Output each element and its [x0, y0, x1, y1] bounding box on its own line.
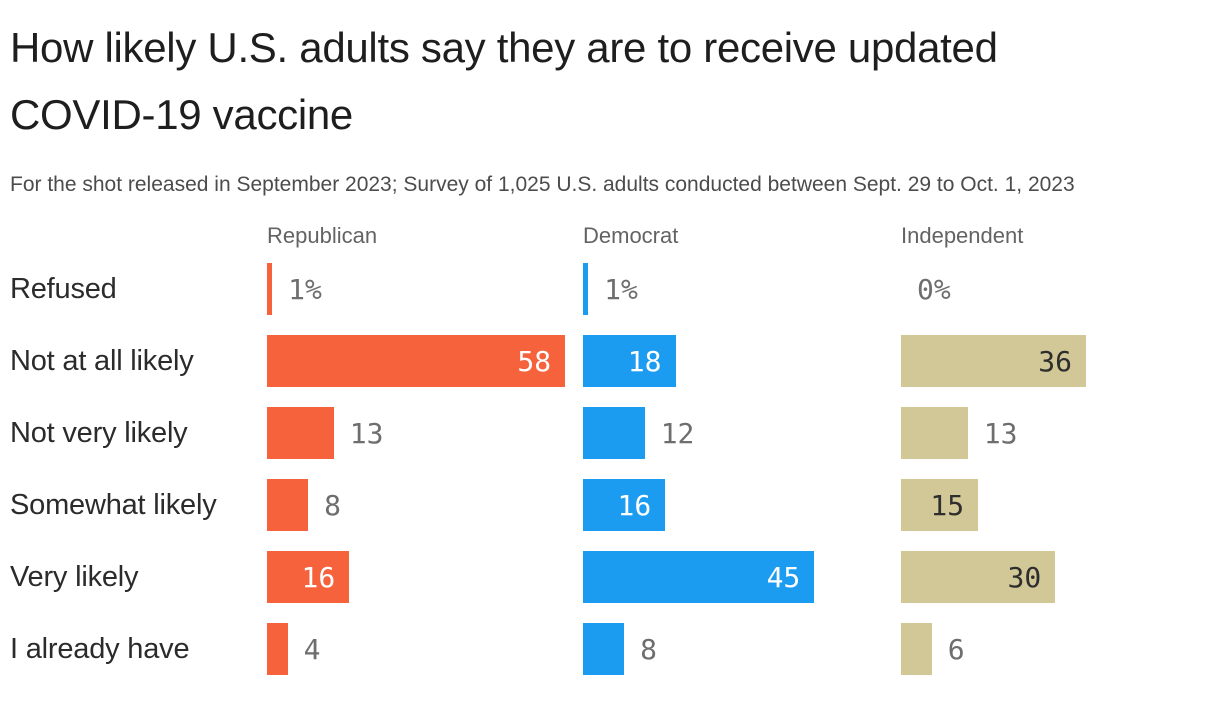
category-label: Refused: [10, 253, 267, 325]
bar-cell-democrat: 8: [583, 613, 901, 685]
bar-value-label: 6: [947, 632, 965, 666]
bar-cell-independent: 30: [901, 541, 1210, 613]
bar-cell-republican: 8: [267, 469, 583, 541]
bar: 15: [901, 479, 979, 531]
category-label-text: Somewhat likely: [10, 488, 217, 521]
category-label-text: Very likely: [10, 560, 139, 593]
bar-value-label: 13: [349, 416, 384, 450]
bar: [267, 407, 334, 459]
bar-value-label: 1%: [604, 272, 638, 306]
bar-cell-independent: 6: [901, 613, 1210, 685]
bar: 18: [583, 335, 676, 387]
bar-value-label: 36: [1038, 344, 1072, 378]
category-label-text: Not at all likely: [10, 344, 194, 377]
column-header-label: Independent: [901, 223, 1024, 248]
bar: 45: [583, 551, 815, 603]
bar: [901, 623, 932, 675]
bar-value-label: 16: [301, 560, 336, 594]
bar: 58: [267, 335, 566, 387]
category-label-text: I already have: [10, 632, 190, 665]
category-label-text: Not very likely: [10, 416, 188, 449]
bar-cell-republican: 58: [267, 325, 583, 397]
bar-value-label: 0%: [917, 272, 951, 306]
bar: [901, 407, 968, 459]
chart-page: How likely U.S. adults say they are to r…: [10, 24, 1210, 685]
chart-corner-spacer: [10, 217, 267, 253]
chart-grid: Republican Democrat Independent Refused 1% 1%…: [10, 217, 1210, 685]
bar: [583, 407, 645, 459]
bar-cell-republican: 16: [267, 541, 583, 613]
bar-cell-democrat: 1%: [583, 253, 901, 325]
bar: [267, 263, 273, 315]
bar-cell-republican: 4: [267, 613, 583, 685]
category-label: Not very likely: [10, 397, 267, 469]
bar: 16: [267, 551, 350, 603]
bar: 16: [583, 479, 666, 531]
category-label: I already have: [10, 613, 267, 685]
bar-value-label: 45: [766, 560, 801, 594]
bar-cell-independent: 13: [901, 397, 1210, 469]
bar-cell-democrat: 18: [583, 325, 901, 397]
bar-value-label: 1%: [288, 272, 322, 306]
bar-value-label: 15: [930, 488, 965, 522]
bar-value-label: 13: [983, 416, 1018, 450]
column-header-label: Democrat: [583, 223, 679, 248]
bar-value-label: 4: [303, 632, 321, 666]
chart-subtitle: For the shot released in September 2023;…: [10, 173, 1075, 196]
bar-value-label: 8: [324, 488, 341, 522]
bar-cell-independent: 15: [901, 469, 1210, 541]
category-label: Very likely: [10, 541, 267, 613]
bar-cell-independent: 0%: [901, 253, 1210, 325]
column-header-label: Republican: [267, 223, 378, 248]
bar: [583, 263, 589, 315]
bar-cell-democrat: 45: [583, 541, 901, 613]
bar-value-label: 8: [640, 632, 657, 666]
column-header-democrat: Democrat: [583, 217, 901, 253]
bar-value-label: 30: [1007, 560, 1042, 594]
category-label: Somewhat likely: [10, 469, 267, 541]
chart: Republican Democrat Independent Refused 1% 1%…: [10, 217, 1210, 685]
bar-cell-democrat: 16: [583, 469, 901, 541]
bar-cell-independent: 36: [901, 325, 1210, 397]
category-label: Not at all likely: [10, 325, 267, 397]
bar-value-label: 12: [660, 416, 695, 450]
bar-cell-democrat: 12: [583, 397, 901, 469]
bar: 30: [901, 551, 1056, 603]
bar: 36: [901, 335, 1086, 387]
bar-cell-republican: 1%: [267, 253, 583, 325]
bar-value-label: 18: [627, 344, 662, 378]
bar: [267, 479, 309, 531]
category-label-text: Refused: [10, 272, 117, 305]
bar-value-label: 58: [517, 344, 552, 378]
column-header-independent: Independent: [901, 217, 1210, 253]
column-header-republican: Republican: [267, 217, 583, 253]
bar: [267, 623, 288, 675]
bar-cell-republican: 13: [267, 397, 583, 469]
chart-title: How likely U.S. adults say they are to r…: [10, 24, 998, 138]
bar: [583, 623, 625, 675]
bar-value-label: 16: [617, 488, 652, 522]
